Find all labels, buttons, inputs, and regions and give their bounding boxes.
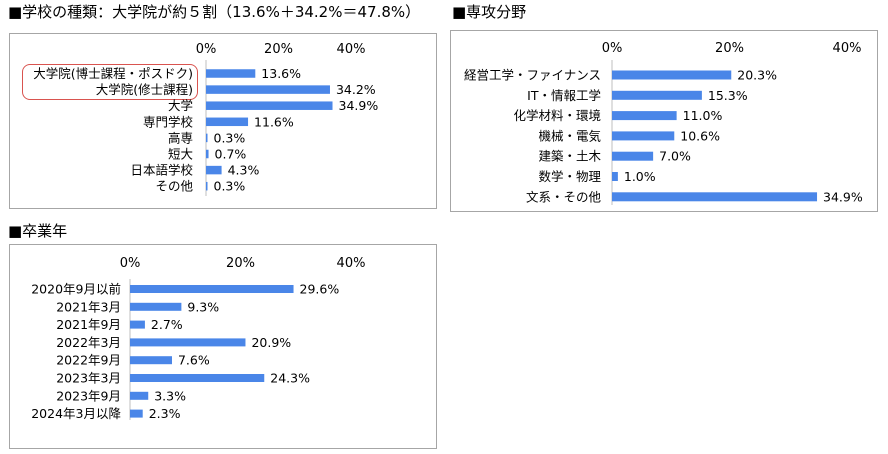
year-value-label: 2.3%: [149, 406, 181, 421]
school-category-label: その他: [155, 179, 193, 194]
school-tick-label: 0%: [196, 42, 217, 57]
field-tick-label: 20%: [715, 41, 744, 56]
school-category-label: 大学: [168, 98, 193, 113]
school-bar: [206, 133, 208, 143]
field-category-label: IT・情報工学: [527, 88, 601, 103]
school-bar: [206, 165, 222, 175]
field-bar: [612, 172, 618, 181]
year-category-label: 2022年9月: [56, 353, 121, 368]
school-bar: [206, 117, 249, 127]
year-bar: [130, 409, 143, 418]
year-value-label: 29.6%: [300, 282, 340, 297]
school-tick-label: 40%: [337, 42, 366, 57]
year-value-label: 2.7%: [151, 317, 183, 332]
year-bar: [130, 320, 145, 329]
field-bar: [612, 90, 702, 100]
school-tick-label: 20%: [264, 42, 293, 57]
school-category-label: 短大: [168, 147, 193, 162]
field-bar: [612, 70, 732, 80]
field-value-label: 11.0%: [683, 108, 723, 123]
school-section-title: ■学校の種類：大学院が約５割（13.6%＋34.2%＝47.8%）: [8, 3, 421, 21]
field-value-label: 15.3%: [708, 88, 748, 103]
school-category-label: 大学院(博士課程・ポスドク): [33, 66, 193, 81]
field-section-title: ■専攻分野: [452, 3, 527, 21]
year-tick-label: 20%: [226, 256, 255, 271]
year-value-label: 9.3%: [187, 299, 219, 314]
field-bar: [612, 131, 675, 141]
school-value-label: 4.3%: [228, 163, 260, 178]
school-bar: [206, 101, 333, 110]
school-bar: [206, 181, 208, 191]
school-bar: [206, 69, 256, 78]
year-bar: [130, 338, 246, 347]
field-value-label: 1.0%: [624, 169, 656, 184]
field-category-label: 文系・その他: [526, 189, 602, 204]
school-category-label: 大学院(修士課程): [96, 82, 193, 97]
year-value-label: 7.6%: [178, 353, 210, 368]
school-category-label: 高専: [168, 130, 193, 145]
school-value-label: 11.6%: [254, 114, 294, 129]
school-category-label: 日本語学校: [130, 163, 193, 178]
field-category-label: 機械・電気: [538, 128, 601, 143]
year-category-label: 2023年9月: [56, 388, 121, 403]
school-bar: [206, 85, 330, 94]
year-category-label: 2021年9月: [56, 317, 121, 332]
graduate-school-highlight: [22, 64, 198, 100]
year-bar: [130, 302, 182, 311]
school-value-label: 13.6%: [261, 66, 301, 81]
field-value-label: 34.9%: [823, 189, 863, 204]
year-chart-panel: [9, 244, 437, 449]
year-tick-label: 40%: [337, 256, 366, 271]
school-bar: [206, 149, 209, 159]
year-value-label: 3.3%: [154, 388, 186, 403]
field-chart-panel: [450, 30, 878, 212]
year-bar: [130, 391, 149, 400]
year-bar: [130, 374, 265, 382]
school-value-label: 0.3%: [214, 130, 246, 145]
field-value-label: 7.0%: [659, 149, 691, 164]
field-value-label: 10.6%: [680, 128, 720, 143]
school-category-label: 専門学校: [143, 114, 194, 129]
field-category-label: 経営工学・ファイナンス: [464, 68, 601, 83]
year-value-label: 20.9%: [251, 335, 291, 350]
field-category-label: 建築・土木: [538, 149, 601, 164]
year-section-title: ■卒業年: [8, 222, 68, 240]
field-tick-label: 0%: [602, 41, 623, 56]
year-value-label: 24.3%: [270, 371, 310, 386]
school-value-label: 0.7%: [215, 147, 247, 162]
field-tick-label: 40%: [833, 41, 862, 56]
year-category-label: 2024年3月以降: [31, 406, 121, 421]
year-category-label: 2021年3月: [56, 299, 121, 314]
field-bar: [612, 151, 654, 161]
field-bar: [612, 111, 677, 121]
school-value-label: 34.9%: [339, 98, 379, 113]
year-tick-label: 0%: [120, 256, 141, 271]
field-category-label: 数学・物理: [538, 169, 601, 184]
year-category-label: 2023年3月: [56, 371, 121, 386]
field-value-label: 20.3%: [737, 68, 777, 83]
year-category-label: 2020年9月以前: [31, 282, 121, 297]
year-bar: [130, 356, 172, 365]
year-bar: [130, 285, 294, 293]
school-value-label: 0.3%: [214, 179, 246, 194]
school-value-label: 34.2%: [336, 82, 376, 97]
year-category-label: 2022年3月: [56, 335, 121, 350]
field-category-label: 化学材料・環境: [513, 108, 601, 123]
field-bar: [612, 192, 818, 202]
